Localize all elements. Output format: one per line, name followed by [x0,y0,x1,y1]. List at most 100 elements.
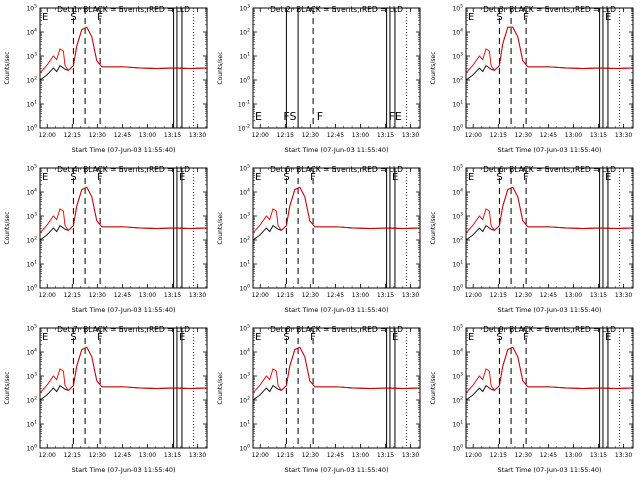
y-tick-exponent: 1 [460,420,463,426]
y-tick-label: 104 [452,348,463,357]
event-marker-label: E [605,12,611,23]
x-tick-label: 13:30 [189,292,206,299]
y-axis-label: Counts/sec [4,211,11,244]
y-tick-exponent: 0 [460,444,463,450]
x-axis-label: Start Time (07-Jun-03 11:55:40) [498,466,602,474]
lld-series-line [465,346,634,394]
x-tick-label: 12:00 [252,292,269,299]
detector-panel-6: Det 6r BLACK = Events, RED = LLD Counts/s… [430,164,634,314]
lld-series-line [465,186,634,234]
x-axis-label: Start Time (07-Jun-03 11:55:40) [498,146,602,154]
detector-panel-7: Det 7r BLACK = Events, RED = LLD Counts/s… [4,324,208,474]
y-tick-exponent: 0 [247,284,250,290]
y-tick-label: 105 [239,324,250,333]
event-marker-label: F [97,172,103,183]
y-tick-exponent: 1 [34,260,37,266]
lld-series-line [465,26,634,74]
lld-series-line [39,186,208,234]
x-tick-label: 12:30 [515,292,532,299]
y-tick-label: 102 [239,236,250,245]
y-tick-exponent: 1 [247,260,250,266]
y-tick-label: 101 [452,260,463,269]
event-marker-label: E [179,332,185,343]
y-tick-exponent: 1 [34,420,37,426]
event-marker-label: F [523,332,529,343]
y-tick-label: 105 [239,164,250,173]
event-marker-label: F [97,12,103,23]
y-tick-exponent: 2 [247,236,250,242]
y-tick-exponent: 4 [247,348,250,354]
y-tick-exponent: 3 [247,4,250,10]
x-tick-label: 13:15 [164,292,181,299]
y-tick-label: 102 [452,236,463,245]
event-marker-label: S [70,172,76,183]
y-tick-exponent: 0 [247,444,250,450]
event-marker-label: F [523,12,529,23]
y-tick-exponent: 3 [247,372,250,378]
event-marker-label: F [310,172,316,183]
y-tick-label: 101 [452,100,463,109]
y-tick-exponent: -2 [246,124,251,130]
x-tick-label: 12:45 [114,132,131,139]
detector-panel-8: Det 8r BLACK = Events, RED = LLD Counts/s… [217,324,421,474]
y-tick-label: 101 [26,100,37,109]
detector-panel-2: Det 2r BLACK = Events, RED = LLD Counts/s… [217,4,421,154]
panel-title: Det 2r BLACK = Events, RED = LLD [270,5,403,14]
y-tick-label: 103 [26,372,37,381]
y-tick-label: 104 [239,188,250,197]
x-tick-label: 13:30 [189,452,206,459]
y-tick-label: 100 [26,444,37,453]
x-tick-label: 13:30 [402,292,419,299]
x-tick-label: 12:45 [327,132,344,139]
y-tick-label: 100 [239,284,250,293]
x-tick-label: 12:30 [89,132,106,139]
x-tick-label: 12:45 [327,452,344,459]
y-axis-label: Counts/sec [430,371,437,404]
x-tick-label: 12:30 [302,452,319,459]
x-tick-label: 12:45 [540,292,557,299]
x-tick-label: 13:00 [565,292,582,299]
x-tick-label: 13:30 [402,132,419,139]
x-tick-label: 13:00 [139,292,156,299]
x-axis-label: Start Time (07-Jun-03 11:55:40) [285,466,389,474]
x-tick-label: 13:15 [377,132,394,139]
x-axis-label: Start Time (07-Jun-03 11:55:40) [72,466,176,474]
panel-title: Det 6r BLACK = Events, RED = LLD [483,165,616,174]
event-marker-label: S [496,12,502,23]
event-marker-label: E [42,172,48,183]
y-tick-label: 100 [239,76,250,85]
event-marker-label: S [283,172,289,183]
y-tick-exponent: 2 [247,396,250,402]
event-marker-label: FE [389,110,402,123]
y-tick-exponent: 5 [460,324,463,330]
x-tick-label: 12:45 [540,452,557,459]
y-tick-label: 100 [239,444,250,453]
x-tick-label: 12:00 [465,132,482,139]
y-tick-label: 100 [452,444,463,453]
x-axis-label: Start Time (07-Jun-03 11:55:40) [285,306,389,314]
y-tick-label: 104 [26,348,37,357]
event-marker-label: E [468,332,474,343]
x-axis-label: Start Time (07-Jun-03 11:55:40) [285,146,389,154]
y-tick-exponent: 1 [460,260,463,266]
y-tick-exponent: 5 [34,4,37,10]
x-tick-label: 13:15 [590,452,607,459]
y-tick-label: 102 [26,396,37,405]
y-tick-exponent: 0 [34,444,37,450]
x-tick-label: 13:30 [615,292,632,299]
x-axis-label: Start Time (07-Jun-03 11:55:40) [72,306,176,314]
event-marker-label: E [468,172,474,183]
x-tick-label: 13:15 [377,292,394,299]
x-tick-label: 12:15 [64,132,81,139]
x-tick-label: 12:45 [327,292,344,299]
y-tick-label: 105 [452,324,463,333]
y-tick-exponent: 2 [34,396,37,402]
y-tick-label: 102 [452,396,463,405]
y-tick-label: 100 [26,284,37,293]
x-tick-label: 12:30 [89,452,106,459]
event-marker-label: F [317,110,323,123]
y-tick-label: 102 [239,28,250,37]
y-tick-exponent: 0 [247,76,250,82]
y-tick-label: 103 [452,372,463,381]
x-tick-label: 13:00 [352,132,369,139]
